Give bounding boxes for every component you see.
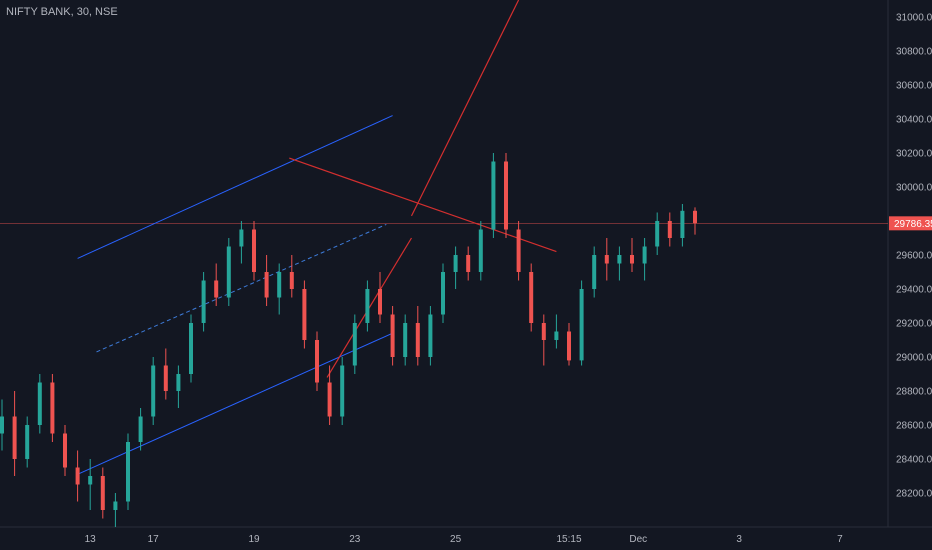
candle-body [491, 162, 495, 230]
x-tick-label: 3 [736, 534, 742, 545]
candle-body [403, 323, 407, 357]
candle-body [504, 162, 508, 230]
last-price-label: 29786.35 [894, 219, 932, 230]
candle-body [391, 315, 395, 358]
candle-body [50, 383, 54, 434]
y-tick-label: 30400.00 [896, 115, 932, 126]
candle-body [126, 442, 130, 502]
candle-body [454, 255, 458, 272]
candle-body [290, 272, 294, 289]
candle-body [252, 230, 256, 273]
y-tick-label: 29200.00 [896, 319, 932, 330]
x-tick-label: 19 [248, 534, 260, 545]
candle-body [592, 255, 596, 289]
candle-body [151, 366, 155, 417]
y-tick-label: 28200.00 [896, 489, 932, 500]
candle-body [277, 272, 281, 298]
breakout-line [412, 0, 519, 216]
y-tick-label: 30200.00 [896, 149, 932, 160]
candle-body [655, 221, 659, 247]
x-tick-label: Dec [629, 534, 647, 545]
candle-body [517, 230, 521, 273]
candle-body [630, 255, 634, 264]
candle-body [63, 434, 67, 468]
y-tick-label: 28600.00 [896, 421, 932, 432]
candle-body [227, 247, 231, 298]
candle-body [340, 366, 344, 417]
candle-body [605, 255, 609, 264]
candle-body [13, 417, 17, 460]
candle-body [239, 230, 243, 247]
x-tick-label: 7 [837, 534, 843, 545]
wedge-upper-line [289, 158, 556, 252]
candle-body [76, 468, 80, 485]
y-tick-label: 29400.00 [896, 285, 932, 296]
y-tick-label: 29600.00 [896, 251, 932, 262]
y-tick-label: 30000.00 [896, 183, 932, 194]
candle-body [88, 476, 92, 485]
candle-body [365, 289, 369, 323]
y-tick-label: 30800.00 [896, 47, 932, 58]
candle-body [139, 417, 143, 443]
x-tick-label: 17 [148, 534, 160, 545]
candle-body [315, 340, 319, 383]
candle-body [164, 366, 168, 392]
candle-body [479, 230, 483, 273]
y-tick-label: 29000.00 [896, 353, 932, 364]
y-tick-label: 28400.00 [896, 455, 932, 466]
channel-lower-line [78, 333, 393, 474]
candle-body [265, 272, 269, 298]
candle-body [542, 323, 546, 340]
candle-body [0, 417, 4, 434]
x-tick-label: 25 [450, 534, 462, 545]
candle-body [214, 281, 218, 298]
symbol-label: NIFTY BANK, 30, NSE [6, 6, 118, 18]
candle-body [378, 289, 382, 315]
candle-body [643, 247, 647, 264]
candle-body [202, 281, 206, 324]
candle-body [617, 255, 621, 264]
candle-body [416, 323, 420, 357]
y-tick-label: 31000.00 [896, 13, 932, 24]
candle-body [680, 211, 684, 238]
x-tick-label: 15:15 [556, 534, 581, 545]
candle-body [693, 211, 697, 224]
y-tick-label: 28800.00 [896, 387, 932, 398]
candle-body [38, 383, 42, 426]
candle-body [328, 383, 332, 417]
candle-body [113, 502, 117, 511]
candle-body [529, 272, 533, 323]
y-tick-label: 30600.00 [896, 81, 932, 92]
candle-body [353, 323, 357, 366]
candle-body [189, 323, 193, 374]
candle-body [428, 315, 432, 358]
candle-body [25, 425, 29, 459]
channel-upper-line [78, 116, 393, 259]
x-tick-label: 23 [349, 534, 361, 545]
candle-body [101, 476, 105, 510]
candle-body [302, 289, 306, 340]
x-tick-label: 13 [85, 534, 97, 545]
candle-body [554, 332, 558, 341]
candle-body [466, 255, 470, 272]
candle-body [580, 289, 584, 360]
candle-body [567, 332, 571, 361]
candle-body [441, 272, 445, 315]
candle-body [176, 374, 180, 391]
candle-body [668, 221, 672, 238]
